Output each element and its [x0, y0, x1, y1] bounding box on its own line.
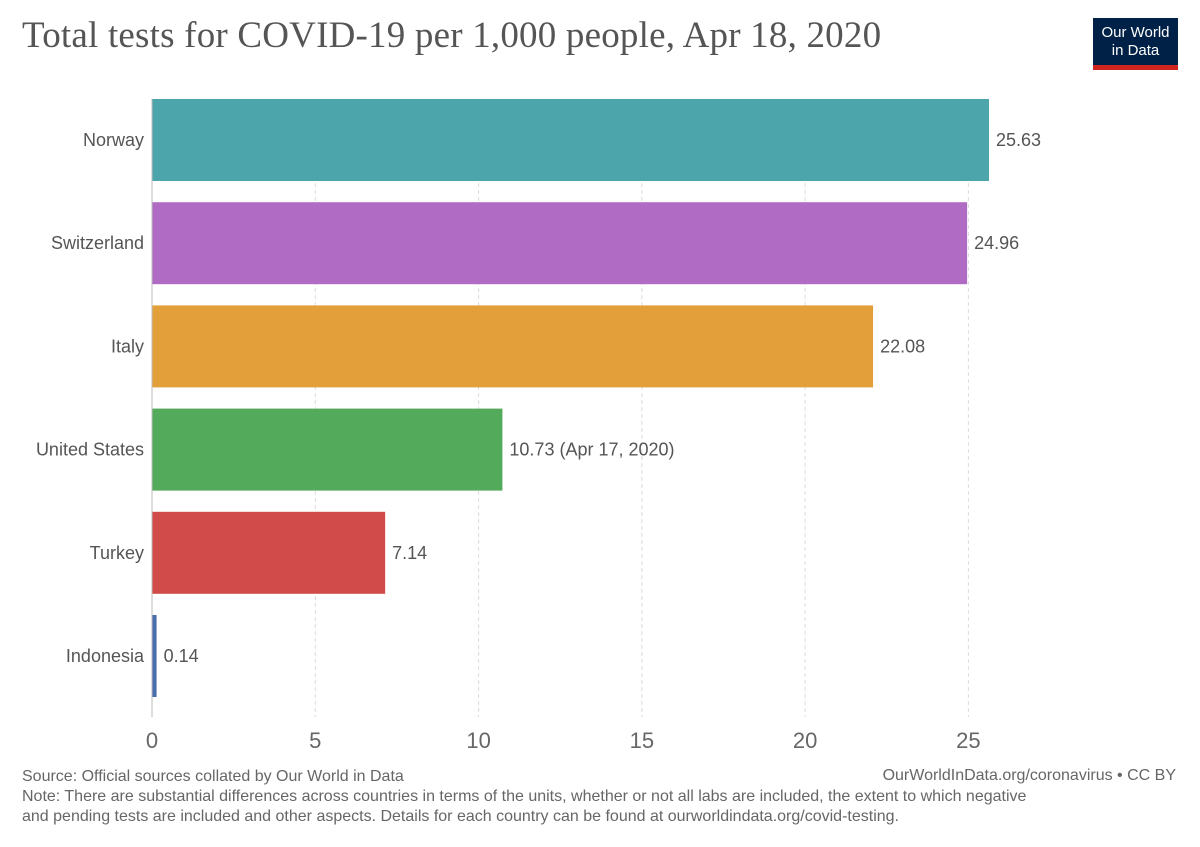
value-label: 25.63 — [996, 130, 1041, 150]
bar-united-states[interactable] — [152, 408, 503, 491]
bar-norway[interactable] — [152, 99, 989, 181]
x-tick-label: 5 — [309, 728, 321, 753]
value-label: 22.08 — [880, 336, 925, 356]
category-label: Indonesia — [66, 646, 145, 666]
value-label: 0.14 — [164, 646, 199, 666]
note-line-1: Note: There are substantial differences … — [22, 788, 1027, 805]
source-link[interactable]: OurWorldInData.org/coronavirus • CC BY — [882, 767, 1176, 784]
x-tick-label: 0 — [146, 728, 158, 753]
x-tick-label: 25 — [956, 728, 980, 753]
category-label: Switzerland — [51, 233, 144, 253]
x-tick-label: 10 — [466, 728, 490, 753]
x-tick-label: 15 — [630, 728, 654, 753]
category-label: United States — [36, 440, 144, 460]
owid-logo[interactable]: Our World in Data — [1093, 18, 1178, 70]
logo-line-2: in Data — [1111, 42, 1160, 59]
category-labels: Norway Switzerland Italy United States Turke… — [36, 130, 145, 666]
value-label: 10.73 (Apr 17, 2020) — [509, 440, 674, 460]
chart-title: Total tests for COVID-19 per 1,000 peopl… — [22, 15, 882, 56]
bar-turkey[interactable] — [152, 511, 386, 594]
category-label: Turkey — [90, 543, 144, 563]
note-text: Note: There are substantial differences … — [22, 787, 1182, 827]
x-tick-label: 20 — [793, 728, 817, 753]
category-label: Italy — [111, 336, 144, 356]
bar-switzerland[interactable] — [152, 202, 968, 285]
bar-indonesia[interactable] — [152, 615, 157, 697]
category-label: Norway — [83, 130, 144, 150]
bar-chart: Norway Switzerland Italy United States Turke… — [36, 99, 1041, 753]
bar-italy[interactable] — [152, 305, 874, 388]
value-label: 24.96 — [974, 233, 1019, 253]
grid-lines — [314, 99, 969, 717]
note-line-2: and pending tests are included and other… — [22, 808, 899, 825]
x-tick-labels: 0 5 10 15 20 25 — [146, 728, 981, 753]
value-labels: 25.63 24.96 22.08 10.73 (Apr 17, 2020) 7.14 0… — [164, 130, 1041, 666]
logo-line-1: Our World — [1101, 24, 1170, 41]
bars — [152, 99, 989, 697]
value-label: 7.14 — [392, 543, 427, 563]
source-text: Source: Official sources collated by Our… — [22, 768, 404, 785]
